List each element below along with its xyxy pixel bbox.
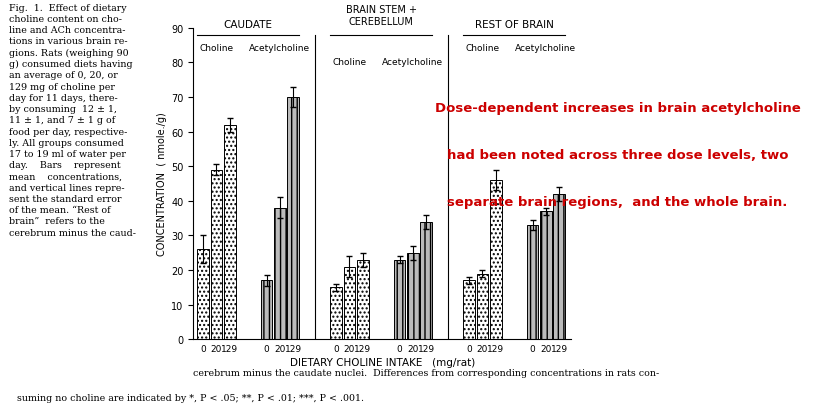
Bar bbox=[490, 181, 501, 339]
Text: suming no choline are indicated by *, P < .05; **, P < .01; ***, P < .001.: suming no choline are indicated by *, P … bbox=[17, 393, 364, 402]
Bar bbox=[274, 208, 286, 339]
Bar bbox=[527, 225, 538, 339]
Text: Choline: Choline bbox=[333, 58, 366, 67]
Text: Acetylcholine: Acetylcholine bbox=[515, 44, 576, 53]
Bar bbox=[197, 249, 209, 339]
Bar bbox=[260, 281, 272, 339]
Bar bbox=[477, 274, 488, 339]
Bar bbox=[287, 98, 299, 339]
Text: REST OF BRAIN: REST OF BRAIN bbox=[475, 20, 554, 30]
Text: separate brain regions,  and the whole brain.: separate brain regions, and the whole br… bbox=[447, 196, 788, 209]
Bar bbox=[224, 125, 235, 339]
Bar bbox=[394, 260, 406, 339]
Text: Acetylcholine: Acetylcholine bbox=[382, 58, 444, 67]
Text: cerebrum minus the caudate nuclei.  Differences from corresponding concentration: cerebrum minus the caudate nuclei. Diffe… bbox=[193, 368, 659, 377]
Text: Fig.  1.  Effect of dietary
choline content on cho-
line and ACh concentra-
tion: Fig. 1. Effect of dietary choline conten… bbox=[9, 4, 136, 237]
Text: CAUDATE: CAUDATE bbox=[223, 20, 273, 30]
Text: Choline: Choline bbox=[199, 44, 234, 53]
Text: Choline: Choline bbox=[465, 44, 500, 53]
Text: BRAIN STEM +
CEREBELLUM: BRAIN STEM + CEREBELLUM bbox=[345, 5, 417, 27]
Text: Dose-dependent increases in brain acetylcholine: Dose-dependent increases in brain acetyl… bbox=[434, 101, 801, 115]
Text: Acetylcholine: Acetylcholine bbox=[249, 44, 310, 53]
Bar bbox=[330, 288, 342, 339]
Bar bbox=[357, 260, 369, 339]
Bar bbox=[554, 194, 564, 339]
Bar bbox=[420, 222, 432, 339]
Y-axis label: CONCENTRATION  ( nmole./g): CONCENTRATION ( nmole./g) bbox=[157, 112, 167, 256]
X-axis label: DIETARY CHOLINE INTAKE   (mg/rat): DIETARY CHOLINE INTAKE (mg/rat) bbox=[290, 357, 475, 367]
Bar bbox=[344, 267, 355, 339]
Bar bbox=[464, 281, 475, 339]
Bar bbox=[211, 170, 223, 339]
Bar bbox=[407, 253, 418, 339]
Bar bbox=[540, 212, 552, 339]
Text: had been noted across three dose levels, two: had been noted across three dose levels,… bbox=[447, 148, 788, 162]
